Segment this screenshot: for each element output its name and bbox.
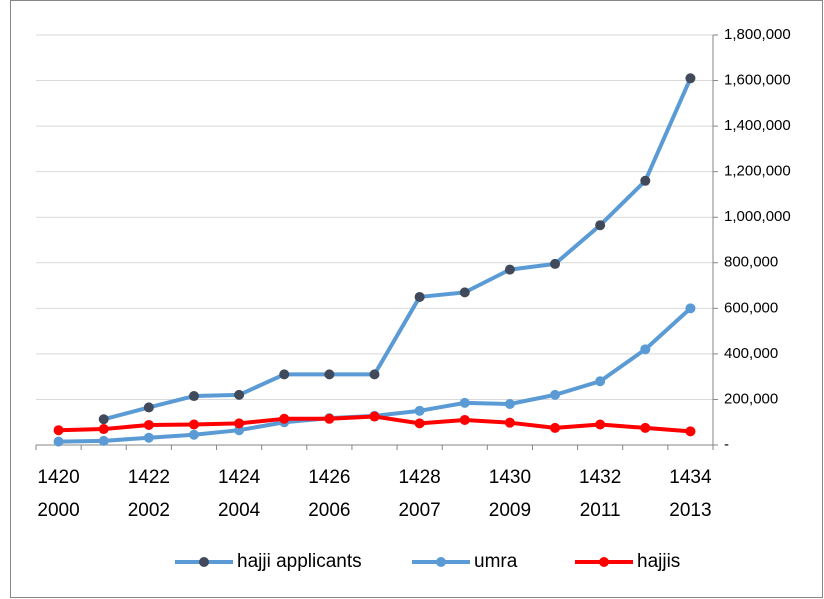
x-tick-label: 1434 xyxy=(669,467,712,488)
data-point xyxy=(143,432,154,443)
data-point xyxy=(459,287,470,298)
x-tick-label-year: 2004 xyxy=(218,500,261,521)
data-point xyxy=(459,397,470,408)
data-point xyxy=(143,402,154,413)
y-tick-label: 1,200,000 xyxy=(724,163,791,180)
data-point xyxy=(98,414,109,425)
data-point xyxy=(234,389,245,400)
data-point xyxy=(188,391,199,402)
data-point xyxy=(685,426,696,437)
data-point xyxy=(640,422,651,433)
y-tick-label: 400,000 xyxy=(724,345,778,362)
y-tick-label: 1,600,000 xyxy=(724,72,791,89)
data-point xyxy=(324,369,335,380)
y-tick-label: - xyxy=(724,436,729,453)
legend-label: hajjis xyxy=(637,551,680,572)
x-tick-label: 1432 xyxy=(579,467,621,488)
x-tick-label: 1426 xyxy=(308,467,350,488)
data-point xyxy=(640,344,651,355)
y-tick-label: 600,000 xyxy=(724,299,778,316)
x-tick-label-year: 2013 xyxy=(669,500,711,521)
x-tick-label-year: 2002 xyxy=(128,500,170,521)
data-point xyxy=(369,411,380,422)
legend-label: hajji applicants xyxy=(237,551,362,572)
data-point xyxy=(324,413,335,424)
data-point xyxy=(640,175,651,186)
y-tick-label: 1,400,000 xyxy=(724,117,791,134)
y-tick-label: 1,800,000 xyxy=(724,26,791,43)
data-point xyxy=(98,435,109,446)
data-point xyxy=(504,417,515,428)
x-tick-label: 1428 xyxy=(398,467,440,488)
data-point xyxy=(53,436,64,447)
x-tick-label-year: 2006 xyxy=(308,500,350,521)
data-point xyxy=(550,422,561,433)
x-tick-label: 1420 xyxy=(37,467,79,488)
x-tick-label-year: 2007 xyxy=(398,500,440,521)
data-point xyxy=(53,425,64,436)
series-line xyxy=(103,77,693,422)
data-point xyxy=(504,399,515,409)
data-point xyxy=(459,414,470,425)
data-point xyxy=(685,73,696,84)
data-point xyxy=(188,429,199,440)
data-point xyxy=(143,419,154,430)
data-point xyxy=(414,418,425,429)
data-point xyxy=(279,413,290,424)
data-point xyxy=(234,418,245,429)
legend-marker xyxy=(599,557,609,567)
y-tick-label: 1,000,000 xyxy=(724,208,791,225)
data-point xyxy=(98,424,109,435)
data-point xyxy=(414,291,425,302)
y-tick-label: 200,000 xyxy=(724,390,778,407)
legend-label: umra xyxy=(474,551,518,572)
legend-marker xyxy=(199,557,209,567)
data-point xyxy=(595,376,606,387)
data-point xyxy=(188,419,199,430)
data-point xyxy=(414,405,425,416)
data-point xyxy=(279,369,290,380)
data-point xyxy=(685,303,696,314)
legend-marker xyxy=(436,557,446,567)
data-point xyxy=(369,369,380,380)
x-tick-label: 1424 xyxy=(218,467,261,488)
x-tick-label-year: 2011 xyxy=(580,500,621,521)
data-point xyxy=(595,419,606,430)
x-tick-label-year: 2000 xyxy=(37,500,79,521)
x-tick-label: 1430 xyxy=(489,467,531,488)
data-point xyxy=(550,389,561,400)
data-point xyxy=(550,258,561,269)
data-point xyxy=(595,220,606,231)
data-point xyxy=(504,264,515,275)
x-tick-label: 1422 xyxy=(128,467,170,488)
x-tick-label-year: 2009 xyxy=(489,500,531,521)
y-tick-label: 800,000 xyxy=(724,254,778,271)
data-point xyxy=(234,425,245,436)
